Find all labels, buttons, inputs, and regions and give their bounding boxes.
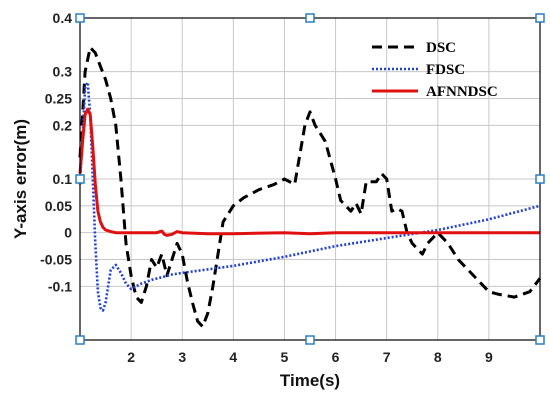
x-axis-label: Time(s)	[280, 371, 340, 390]
y-tick-label: 0.2	[53, 117, 73, 133]
x-tick-label: 4	[229, 349, 237, 365]
resize-handle[interactable]	[76, 336, 84, 344]
resize-handle[interactable]	[306, 336, 314, 344]
y-tick-label: 0.25	[45, 91, 72, 107]
legend-label-afnndsc: AFNNDSC	[426, 84, 498, 100]
y-tick-label: 0.4	[53, 10, 73, 26]
resize-handle[interactable]	[76, 14, 84, 22]
x-tick-label: 2	[127, 349, 135, 365]
y-axis-label: Y-axis error(m)	[11, 119, 30, 239]
grid	[80, 18, 540, 340]
y-tick-label: 0.3	[53, 64, 73, 80]
legend-label-dsc: DSC	[426, 40, 456, 56]
x-tick-label: 6	[332, 349, 340, 365]
y-tick-label: 0.1	[53, 171, 73, 187]
x-tick-label: 8	[434, 349, 442, 365]
x-tick-label: 5	[281, 349, 289, 365]
legend-label-fdsc: FDSC	[426, 62, 465, 78]
resize-handle[interactable]	[536, 175, 544, 183]
series-afnndsc-line	[80, 109, 540, 235]
y-tick-label: -0.05	[40, 252, 72, 268]
y-tick-label: -0.1	[48, 278, 72, 294]
x-tick-label: 7	[383, 349, 391, 365]
resize-handle[interactable]	[536, 14, 544, 22]
legend: DSC FDSC AFNNDSC	[372, 40, 498, 100]
y-tick-label: 0	[64, 225, 72, 241]
x-tick-label: 3	[178, 349, 186, 365]
resize-handle[interactable]	[76, 175, 84, 183]
resize-handle[interactable]	[536, 336, 544, 344]
resize-handle[interactable]	[306, 14, 314, 22]
y-tick-label: 0.05	[45, 198, 72, 214]
x-tick-label: 9	[485, 349, 493, 365]
